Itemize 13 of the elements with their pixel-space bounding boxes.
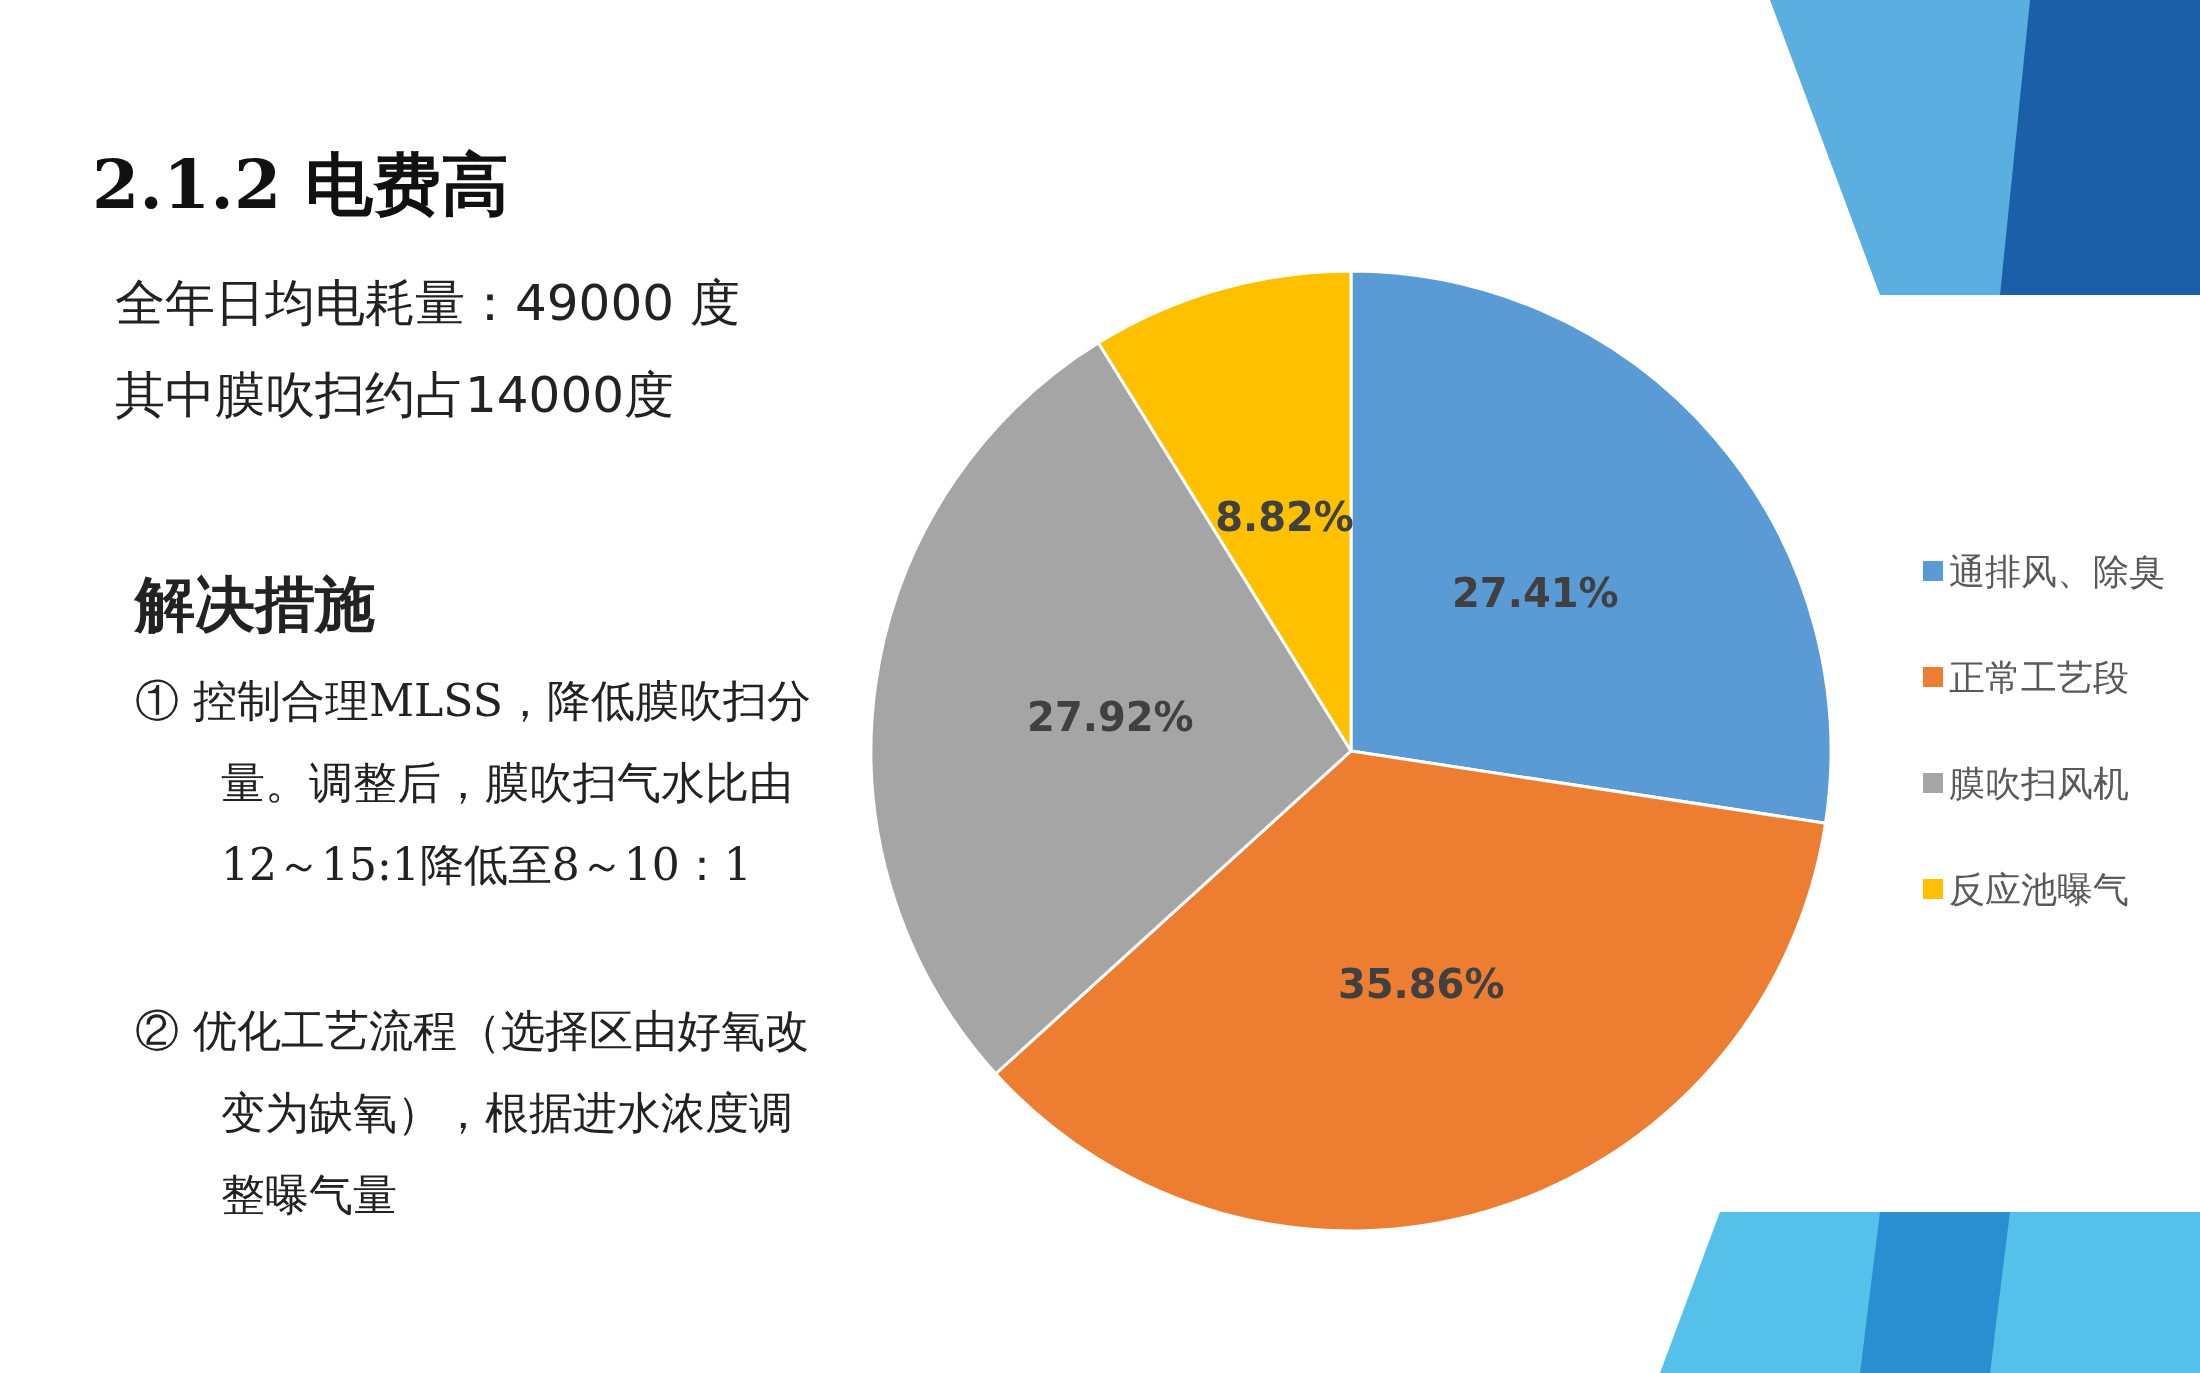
text: ② 优化工艺流程（选择区由好氧改变为缺氧），根据进水浓度调整曝气量 bbox=[135, 1004, 810, 1222]
text: 解决措施 bbox=[135, 568, 376, 641]
text: 全年日均电耗量：49000 度 bbox=[115, 273, 741, 334]
legend-label: 通排风、除臭 bbox=[1949, 550, 2165, 592]
text: 2.1.2 电费高 bbox=[92, 143, 509, 226]
legend-label: 正常工艺段 bbox=[1949, 656, 2129, 698]
data-label: 27.41% bbox=[1452, 569, 1619, 616]
data-label: 27.92% bbox=[1027, 694, 1194, 741]
legend-label: 反应池曝气 bbox=[1949, 868, 2129, 910]
text: ① 控制合理MLSS，降低膜吹扫分量。调整后，膜吹扫气水比由12～15:1降低至8～10：1 bbox=[135, 674, 812, 892]
text: 其中膜吹扫约占14000度 bbox=[115, 365, 676, 426]
legend-label: 膜吹扫风机 bbox=[1949, 762, 2129, 804]
data-label: 35.86% bbox=[1337, 960, 1505, 1007]
